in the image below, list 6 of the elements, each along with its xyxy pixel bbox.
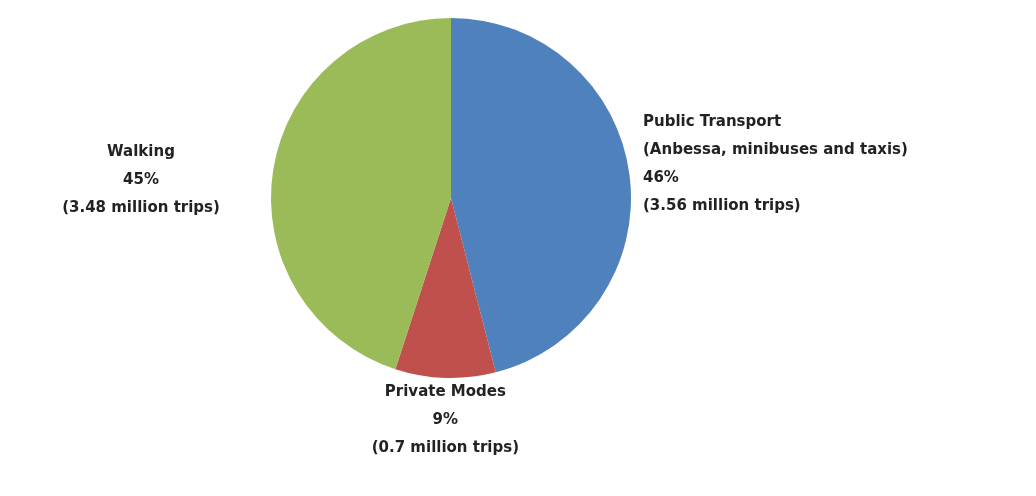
data-label: 9% (0.7 million trips): [371, 409, 519, 456]
data-label: 46% (3.56 million trips): [643, 168, 801, 215]
slice-label: Private Modes: [384, 381, 506, 400]
slice-label: Walking: [107, 141, 175, 160]
slice-label: Public Transport (Anbessa, minibuses and taxis): [643, 112, 908, 159]
data-label: 45% (3.48 million trips): [62, 169, 220, 216]
